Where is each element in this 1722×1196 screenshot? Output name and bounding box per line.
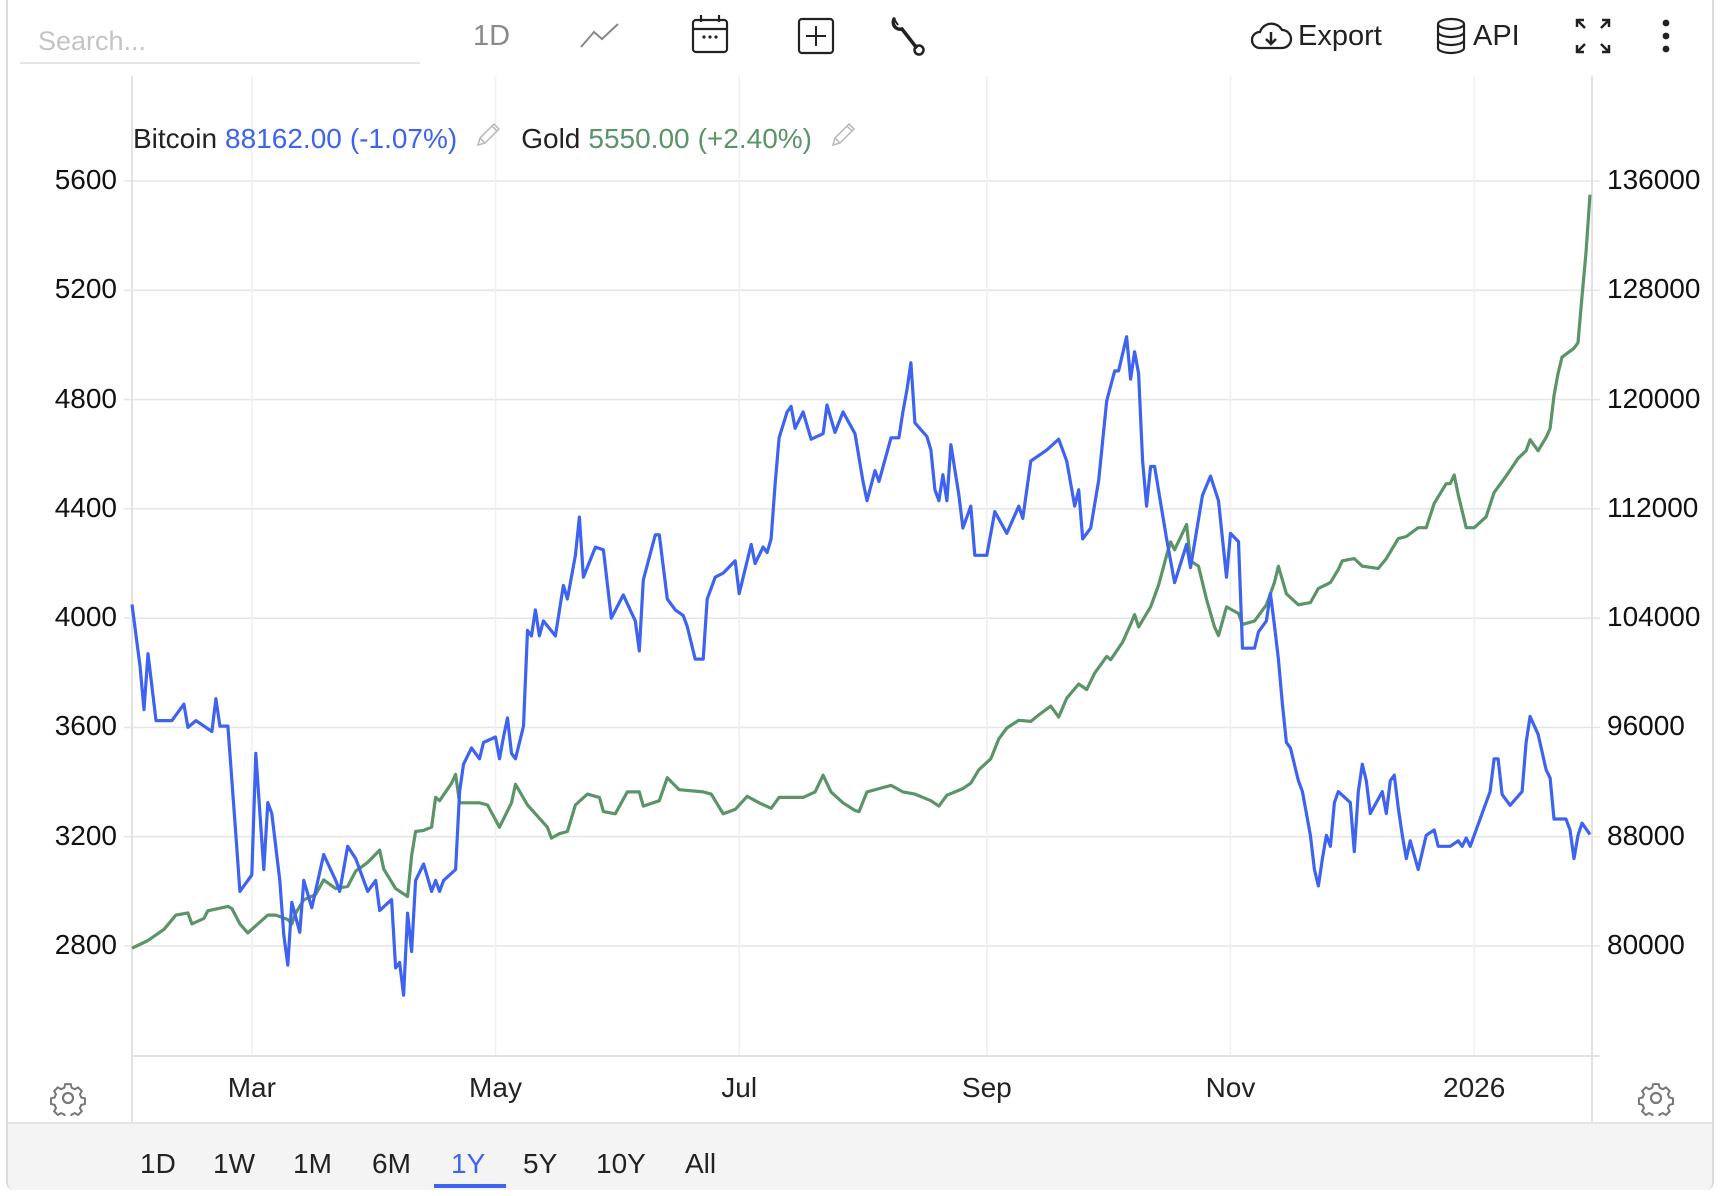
x-axis-tick-label: Sep xyxy=(961,1072,1012,1103)
left-axis-tick-label: 2800 xyxy=(54,929,117,960)
settings-tools-button[interactable] xyxy=(888,14,928,58)
database-icon xyxy=(1436,17,1466,55)
left-axis-tick-label: 5200 xyxy=(54,273,117,305)
right-axis-tick-label: 88000 xyxy=(1607,819,1685,851)
range-option-1d[interactable]: 1D xyxy=(140,1148,176,1179)
right-axis-tick-label: 128000 xyxy=(1607,273,1701,305)
left-axis-tick-label: 3200 xyxy=(54,819,117,851)
date-range-button[interactable] xyxy=(690,12,730,56)
add-box-icon xyxy=(797,17,835,55)
pencil-icon xyxy=(831,122,856,147)
legend-gold-name: Gold xyxy=(521,122,581,154)
left-axis-settings-button[interactable] xyxy=(49,1080,86,1121)
x-axis-tick-label: Nov xyxy=(1205,1072,1256,1103)
right-axis-tick-label: 120000 xyxy=(1607,382,1701,414)
right-axis-tick-label: 80000 xyxy=(1607,929,1685,960)
x-axis-tick-label: Jul xyxy=(721,1072,758,1103)
more-options-button[interactable] xyxy=(1656,14,1676,58)
chart-type-button[interactable] xyxy=(578,14,622,58)
legend-gold-value: 5550.00 xyxy=(588,122,690,154)
range-option-6m[interactable]: 6M xyxy=(372,1148,411,1179)
gear-icon xyxy=(49,1083,86,1120)
api-label: API xyxy=(1473,19,1520,52)
edit-gold-series-button[interactable] xyxy=(828,120,858,157)
legend-bitcoin-name: Bitcoin xyxy=(133,122,218,154)
x-axis-tick-label: Mar xyxy=(227,1072,276,1103)
add-comparison-button[interactable] xyxy=(796,14,836,58)
legend-bitcoin-change: (-1.07%) xyxy=(349,122,458,154)
left-axis-tick-label: 4000 xyxy=(54,601,117,633)
range-selector-bar xyxy=(8,1122,1712,1190)
right-axis-tick-label: 136000 xyxy=(1607,164,1701,195)
range-option-10y[interactable]: 10Y xyxy=(596,1148,646,1179)
legend-bitcoin-value: 88162.00 xyxy=(225,122,342,154)
gold-series-line[interactable] xyxy=(131,194,1592,950)
right-axis-tick-label: 96000 xyxy=(1607,710,1685,742)
x-axis-tick-label: May xyxy=(469,1072,522,1103)
bitcoin-series-line[interactable] xyxy=(130,335,1592,997)
gridlines xyxy=(124,76,1600,1056)
left-axis-tick-label: 5600 xyxy=(54,164,117,195)
chart-legend: Bitcoin 88162.00 (-1.07%) Gold 5550.00 (… xyxy=(133,120,876,157)
active-range-underline xyxy=(434,1184,506,1188)
fullscreen-icon xyxy=(1575,18,1611,54)
range-option-1w[interactable]: 1W xyxy=(213,1148,255,1179)
export-label: Export xyxy=(1298,19,1382,52)
interval-label: 1D xyxy=(473,19,511,52)
calendar-icon xyxy=(691,15,729,54)
interval-selector[interactable]: 1D xyxy=(473,14,510,58)
wrench-icon xyxy=(891,17,925,56)
pencil-icon xyxy=(477,122,501,147)
right-axis-tick-label: 112000 xyxy=(1607,491,1699,523)
kebab-menu-icon xyxy=(1662,19,1670,53)
edit-bitcoin-series-button[interactable] xyxy=(473,120,503,157)
left-axis-tick-label: 3600 xyxy=(54,710,117,742)
right-axis-settings-button[interactable] xyxy=(1637,1080,1674,1121)
range-option-1m[interactable]: 1M xyxy=(293,1148,332,1179)
gear-icon xyxy=(1637,1083,1674,1120)
fullscreen-button[interactable] xyxy=(1573,14,1613,58)
line-chart-icon xyxy=(580,23,619,48)
api-button[interactable]: API xyxy=(1435,14,1520,58)
range-option-all[interactable]: All xyxy=(685,1148,717,1179)
range-option-5y[interactable]: 5Y xyxy=(523,1148,558,1179)
left-axis-tick-label: 4400 xyxy=(54,491,117,523)
x-axis-tick-label: 2026 xyxy=(1443,1072,1506,1103)
export-button[interactable]: Export xyxy=(1248,14,1382,58)
cloud-download-icon xyxy=(1250,22,1293,50)
legend-gold-change: (+2.40%) xyxy=(697,122,812,154)
right-axis-tick-label: 104000 xyxy=(1607,601,1701,633)
left-axis-tick-label: 4800 xyxy=(54,382,117,414)
search-input[interactable] xyxy=(20,20,420,64)
range-option-1y[interactable]: 1Y xyxy=(451,1148,486,1179)
